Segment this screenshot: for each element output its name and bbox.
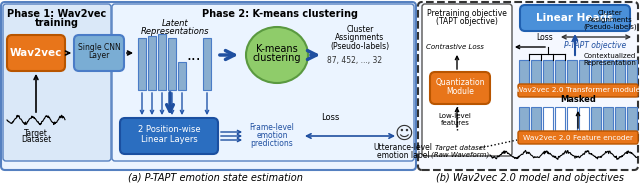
Bar: [148, 36, 156, 90]
Text: Phase 1: Wav2vec: Phase 1: Wav2vec: [8, 9, 107, 19]
Bar: [138, 38, 146, 90]
Text: (TAPT objective): (TAPT objective): [436, 17, 498, 26]
FancyBboxPatch shape: [430, 72, 490, 104]
Text: Single CNN: Single CNN: [77, 42, 120, 52]
Text: ☺: ☺: [395, 125, 413, 143]
Text: Representations: Representations: [141, 27, 209, 36]
Text: Phase 2: K-means clustering: Phase 2: K-means clustering: [202, 9, 358, 19]
Bar: [519, 60, 529, 84]
Text: Linear Layers: Linear Layers: [141, 134, 197, 143]
Bar: [531, 60, 541, 84]
Bar: [543, 107, 553, 131]
Text: Loss: Loss: [321, 114, 339, 123]
Bar: [615, 107, 625, 131]
Text: P-TAPT objective: P-TAPT objective: [564, 42, 626, 51]
Text: (Raw Waveform): (Raw Waveform): [431, 152, 489, 158]
Text: features: features: [440, 120, 469, 126]
Bar: [519, 107, 529, 131]
Bar: [591, 60, 601, 84]
Bar: [543, 60, 553, 84]
Bar: [627, 107, 637, 131]
Text: Frame-level: Frame-level: [250, 123, 294, 131]
Text: (Pseudo-labels): (Pseudo-labels): [583, 24, 637, 30]
Bar: [567, 60, 577, 84]
Text: Assignments: Assignments: [335, 33, 385, 42]
Text: Cluster: Cluster: [346, 26, 374, 35]
Bar: [531, 107, 541, 131]
Text: training: training: [35, 18, 79, 28]
Text: Dataset: Dataset: [21, 136, 51, 145]
FancyBboxPatch shape: [518, 84, 638, 97]
Text: Cluster: Cluster: [598, 10, 622, 16]
FancyBboxPatch shape: [120, 118, 218, 154]
Text: Layer: Layer: [88, 52, 109, 61]
Text: Target: Target: [24, 129, 48, 137]
FancyBboxPatch shape: [7, 35, 65, 71]
FancyBboxPatch shape: [74, 35, 124, 71]
Bar: [579, 60, 589, 84]
Text: Wav2vec 2.0 Feature encoder: Wav2vec 2.0 Feature encoder: [523, 134, 633, 140]
Bar: [627, 60, 637, 84]
FancyBboxPatch shape: [520, 5, 630, 31]
Text: Contrastive Loss: Contrastive Loss: [426, 44, 484, 50]
Text: Wav2vec 2.0 Transformer module: Wav2vec 2.0 Transformer module: [516, 87, 640, 93]
Text: Wav2vec: Wav2vec: [10, 48, 62, 58]
FancyBboxPatch shape: [112, 4, 414, 161]
Text: 2 Position-wise: 2 Position-wise: [138, 126, 200, 134]
Ellipse shape: [246, 27, 308, 83]
FancyBboxPatch shape: [422, 4, 512, 156]
Text: Representation: Representation: [584, 60, 636, 66]
Bar: [178, 62, 186, 90]
Bar: [567, 107, 577, 131]
Bar: [603, 107, 613, 131]
Text: Utterance-level: Utterance-level: [374, 143, 433, 152]
Bar: [555, 60, 565, 84]
Bar: [555, 107, 565, 131]
Text: Latent: Latent: [162, 20, 188, 29]
Text: predictions: predictions: [251, 139, 293, 148]
Text: emotion: emotion: [256, 130, 288, 139]
Text: 87, 452, ..., 32: 87, 452, ..., 32: [328, 55, 383, 64]
FancyBboxPatch shape: [3, 4, 111, 161]
FancyBboxPatch shape: [518, 131, 638, 144]
Bar: [158, 34, 166, 90]
Bar: [591, 107, 601, 131]
Text: emotion label: emotion label: [377, 152, 429, 161]
Text: Module: Module: [446, 86, 474, 96]
Text: (a) P-TAPT emotion state estimation: (a) P-TAPT emotion state estimation: [127, 173, 303, 183]
Text: Linear Heads: Linear Heads: [536, 13, 614, 23]
Text: K-means: K-means: [256, 44, 298, 54]
Bar: [203, 38, 211, 90]
Text: Quantization: Quantization: [435, 77, 484, 86]
Text: Assignments: Assignments: [588, 17, 632, 23]
Text: Pretraining objective: Pretraining objective: [427, 8, 507, 17]
FancyBboxPatch shape: [418, 2, 638, 170]
Text: ...: ...: [187, 48, 202, 62]
Text: (b) Wav2vec 2.0 model and objectives: (b) Wav2vec 2.0 model and objectives: [436, 173, 624, 183]
Bar: [168, 38, 176, 90]
Text: (Pseudo-labels): (Pseudo-labels): [330, 42, 390, 51]
FancyBboxPatch shape: [1, 2, 416, 170]
Text: clustering: clustering: [253, 53, 301, 63]
Text: Loss: Loss: [536, 33, 554, 42]
Text: Masked: Masked: [560, 96, 596, 105]
Text: Target dataset: Target dataset: [435, 145, 485, 151]
Bar: [579, 107, 589, 131]
Text: Low-level: Low-level: [438, 113, 472, 119]
Bar: [603, 60, 613, 84]
Bar: [615, 60, 625, 84]
Text: Contextualized: Contextualized: [584, 53, 636, 59]
